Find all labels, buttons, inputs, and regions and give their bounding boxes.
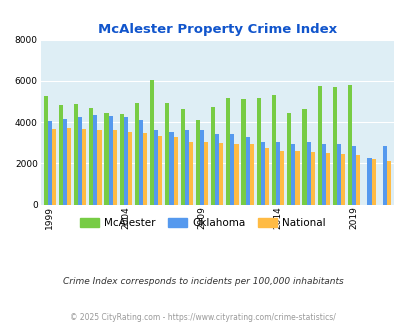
- Bar: [89, 108, 93, 205]
- Bar: [310, 152, 314, 205]
- Bar: [336, 144, 340, 205]
- Bar: [215, 135, 219, 205]
- Bar: [97, 130, 101, 205]
- Bar: [279, 151, 284, 205]
- Bar: [43, 96, 47, 205]
- Legend: McAlester, Oklahoma, National: McAlester, Oklahoma, National: [76, 214, 329, 232]
- Bar: [139, 120, 143, 205]
- Bar: [158, 136, 162, 205]
- Bar: [67, 128, 71, 205]
- Bar: [52, 129, 56, 205]
- Bar: [204, 142, 208, 205]
- Bar: [211, 107, 215, 205]
- Bar: [143, 133, 147, 205]
- Bar: [78, 117, 82, 205]
- Bar: [302, 109, 306, 205]
- Bar: [367, 158, 371, 205]
- Bar: [317, 86, 321, 205]
- Bar: [275, 142, 279, 205]
- Text: © 2025 CityRating.com - https://www.cityrating.com/crime-statistics/: © 2025 CityRating.com - https://www.city…: [70, 313, 335, 322]
- Bar: [286, 113, 290, 205]
- Bar: [245, 137, 249, 205]
- Bar: [219, 143, 223, 205]
- Bar: [134, 103, 139, 205]
- Bar: [188, 142, 192, 205]
- Bar: [150, 80, 154, 205]
- Bar: [264, 148, 269, 205]
- Bar: [290, 144, 295, 205]
- Bar: [173, 137, 177, 205]
- Bar: [382, 146, 386, 205]
- Bar: [104, 113, 108, 205]
- Bar: [119, 114, 124, 205]
- Bar: [128, 132, 132, 205]
- Bar: [234, 144, 238, 205]
- Title: McAlester Property Crime Index: McAlester Property Crime Index: [98, 23, 336, 36]
- Bar: [230, 135, 234, 205]
- Bar: [180, 109, 184, 205]
- Bar: [226, 98, 230, 205]
- Bar: [47, 121, 52, 205]
- Bar: [108, 116, 113, 205]
- Bar: [169, 132, 173, 205]
- Bar: [325, 153, 329, 205]
- Bar: [321, 144, 325, 205]
- Bar: [260, 142, 264, 205]
- Bar: [356, 155, 360, 205]
- Bar: [199, 130, 204, 205]
- Bar: [82, 129, 86, 205]
- Bar: [195, 120, 199, 205]
- Bar: [306, 142, 310, 205]
- Bar: [347, 85, 351, 205]
- Bar: [154, 130, 158, 205]
- Bar: [59, 105, 63, 205]
- Bar: [93, 115, 97, 205]
- Bar: [241, 99, 245, 205]
- Bar: [165, 103, 169, 205]
- Bar: [271, 95, 275, 205]
- Bar: [124, 117, 128, 205]
- Bar: [332, 87, 336, 205]
- Bar: [386, 161, 390, 205]
- Bar: [249, 144, 253, 205]
- Bar: [74, 104, 78, 205]
- Bar: [371, 159, 375, 205]
- Bar: [340, 154, 344, 205]
- Bar: [184, 130, 188, 205]
- Bar: [63, 119, 67, 205]
- Bar: [351, 146, 356, 205]
- Bar: [113, 130, 117, 205]
- Bar: [256, 98, 260, 205]
- Text: Crime Index corresponds to incidents per 100,000 inhabitants: Crime Index corresponds to incidents per…: [62, 277, 343, 286]
- Bar: [295, 151, 299, 205]
